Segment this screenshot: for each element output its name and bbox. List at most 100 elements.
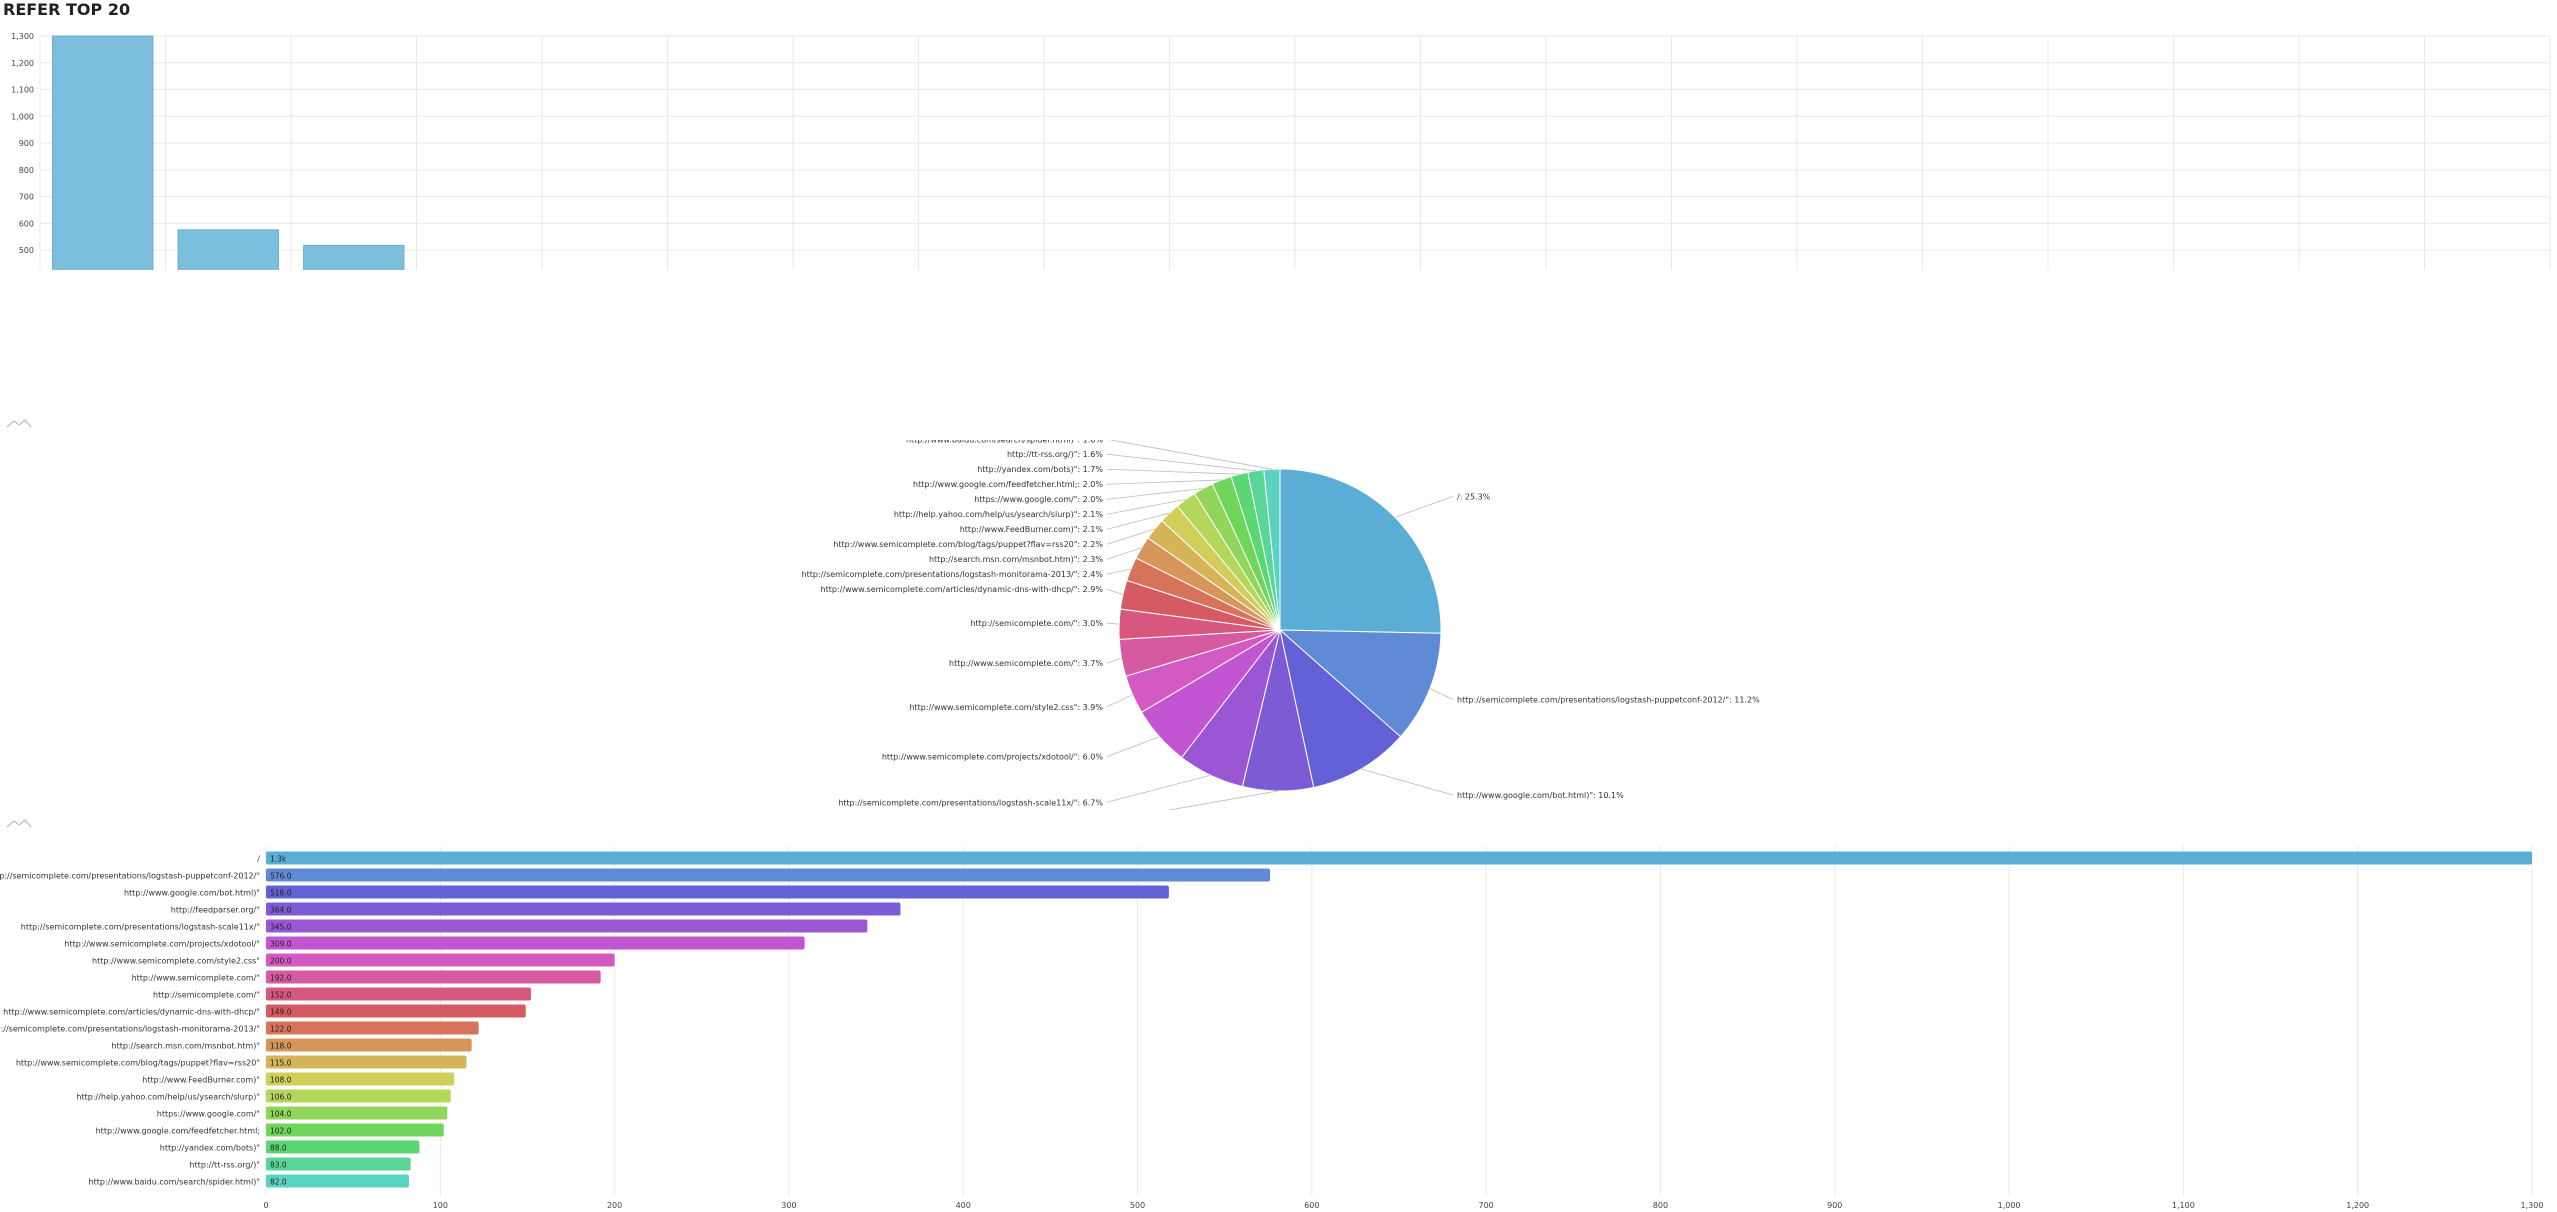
y-tick-label: http://feedparser.org/" xyxy=(171,906,260,915)
pie-label: https://www.google.com/": 2.0% xyxy=(974,495,1103,504)
pie-leader-line xyxy=(1106,499,1186,515)
bar-value-label: 115.0 xyxy=(270,1059,292,1068)
pie-leader-line xyxy=(1429,688,1454,700)
x-tick-label: 1,300 xyxy=(2521,1201,2544,1210)
x-tick-label: 1,200 xyxy=(2346,1201,2369,1210)
pie-leader-line xyxy=(1106,528,1155,545)
horizontal-bar-chart: 0 100 200 300 400 500 600 700 800 900 1,000 1,100 1,… xyxy=(0,846,2544,1210)
pie-slice xyxy=(1278,629,1442,738)
y-tick-label: 700 xyxy=(19,193,34,202)
pie-label: http://yandex.com/bots)": 1.7% xyxy=(977,465,1103,474)
y-tick-label: http://www.semicomplete.com/articles/dyn… xyxy=(3,1008,260,1017)
pie-label: http://www.baidu.com/search/spider.html)… xyxy=(906,440,1103,444)
y-tick-label: http://tt-rss.org/)" xyxy=(190,1161,260,1170)
bar xyxy=(266,851,2532,865)
bar xyxy=(177,229,279,270)
x-tick-label: 300 xyxy=(781,1201,796,1210)
y-tick-label: 800 xyxy=(19,166,34,175)
bar xyxy=(266,936,805,950)
y-tick-label: http://semicomplete.com/presentations/lo… xyxy=(21,923,260,932)
bar xyxy=(266,885,1169,899)
vertical-bar-chart: 01002003004005006007008009001,0001,1001,… xyxy=(11,32,2551,270)
resize-handle-icon[interactable] xyxy=(6,418,32,428)
pie-label: http://www.google.com/bot.html)": 10.1% xyxy=(1457,791,1624,800)
y-tick-label: http://semicomplete.com/presentations/lo… xyxy=(0,1025,260,1034)
pie-label: http://www.google.com/feedfetcher.html;:… xyxy=(913,480,1103,489)
y-tick-label: http://www.semicomplete.com/" xyxy=(132,974,260,983)
pie-leader-line xyxy=(1108,440,1272,470)
pie-label: http://semicomplete.com/presentations/lo… xyxy=(838,798,1103,807)
bar-value-label: 82.0 xyxy=(270,1178,287,1187)
y-tick-label: http://search.msn.com/msnbot.htm)" xyxy=(112,1042,260,1051)
bar-value-label: 149.0 xyxy=(270,1008,292,1017)
y-tick-label: http://www.semicomplete.com/style2.css" xyxy=(92,957,260,966)
page-title: REFER TOP 20 xyxy=(3,0,131,19)
pie-leader-line xyxy=(1106,547,1142,560)
bar xyxy=(266,919,868,933)
pie-leader-line xyxy=(1106,774,1211,803)
bar xyxy=(266,868,1271,882)
bar xyxy=(266,987,531,1001)
bar xyxy=(266,970,601,984)
bar xyxy=(266,1157,411,1171)
pie-leader-line xyxy=(1106,736,1160,758)
y-tick-label: http://yandex.com/bots)" xyxy=(160,1144,260,1153)
pie-leader-line xyxy=(1106,479,1222,485)
y-tick-label: https://www.google.com/" xyxy=(157,1110,260,1119)
x-tick-label: 1,100 xyxy=(2172,1201,2195,1210)
bar-value-label: 106.0 xyxy=(270,1093,292,1102)
x-tick-label: 500 xyxy=(1130,1201,1145,1210)
bar xyxy=(266,1140,420,1154)
pie-leader-line xyxy=(1106,588,1124,595)
bar xyxy=(266,1004,526,1018)
y-tick-label: http://help.yahoo.com/help/us/ysearch/sl… xyxy=(76,1093,260,1102)
y-tick-label: http://www.baidu.com/search/spider.html)… xyxy=(89,1178,260,1187)
y-tick-label: 1,000 xyxy=(11,112,34,121)
pie-leader-line xyxy=(1106,453,1256,472)
resize-handle-icon[interactable] xyxy=(6,818,32,828)
pie-label: http://www.FeedBurner.com)": 2.1% xyxy=(960,525,1104,534)
y-tick-label: 1,300 xyxy=(11,32,34,41)
pie-leader-line xyxy=(1106,622,1120,625)
bar-value-label: 88.0 xyxy=(270,1144,287,1153)
bar-value-label: 345.0 xyxy=(270,923,292,932)
y-tick-label: http://www.google.com/bot.html)" xyxy=(124,889,260,898)
pie-slice xyxy=(1279,468,1442,634)
bar-value-label: 200.0 xyxy=(270,957,292,966)
x-tick-label: 800 xyxy=(1653,1201,1668,1210)
bar xyxy=(266,1038,472,1052)
pie-label: http://semicomplete.com/presentations/lo… xyxy=(1457,696,1760,705)
bar-value-label: 102.0 xyxy=(270,1127,292,1136)
pie-label: http://www.semicomplete.com/style2.css":… xyxy=(909,703,1103,712)
y-tick-label: http://www.google.com/feedfetcher.html; xyxy=(96,1127,260,1136)
bar xyxy=(303,244,405,270)
bar xyxy=(266,1072,455,1086)
x-tick-label: 700 xyxy=(1479,1201,1494,1210)
bar xyxy=(266,1106,448,1120)
bar xyxy=(266,1055,467,1069)
bar-value-label: 118.0 xyxy=(270,1042,292,1051)
pie-label: http://search.msn.com/msnbot.htm)": 2.3% xyxy=(929,555,1103,564)
pie-label: http://www.semicomplete.com/blog/tags/pu… xyxy=(833,540,1103,549)
bar xyxy=(266,1089,451,1103)
bar-value-label: 104.0 xyxy=(270,1110,292,1119)
x-tick-label: 100 xyxy=(433,1201,448,1210)
pie-label: /: 25.3% xyxy=(1457,492,1491,501)
y-tick-label: http://www.FeedBurner.com)" xyxy=(142,1076,260,1085)
bar-value-label: 518.0 xyxy=(270,889,292,898)
pie-label: http://semicomplete.com/presentations/lo… xyxy=(802,570,1104,579)
x-tick-label: 900 xyxy=(1827,1201,1842,1210)
bar xyxy=(266,953,615,967)
x-tick-label: 400 xyxy=(956,1201,971,1210)
bar xyxy=(266,1021,479,1035)
y-tick-label: 900 xyxy=(19,139,34,148)
pie-leader-line xyxy=(1394,495,1454,518)
pie-leader-line xyxy=(1106,512,1170,530)
y-tick-label: http://www.semicomplete.com/projects/xdo… xyxy=(64,940,260,949)
pie-leader-line xyxy=(1106,488,1204,500)
bar xyxy=(52,35,154,270)
y-tick-label: http://www.semicomplete.com/blog/tags/pu… xyxy=(16,1059,260,1068)
pie-leader-line xyxy=(1106,468,1240,475)
bar xyxy=(266,1123,444,1137)
pie-label: http://www.semicomplete.com/": 3.7% xyxy=(949,659,1103,668)
